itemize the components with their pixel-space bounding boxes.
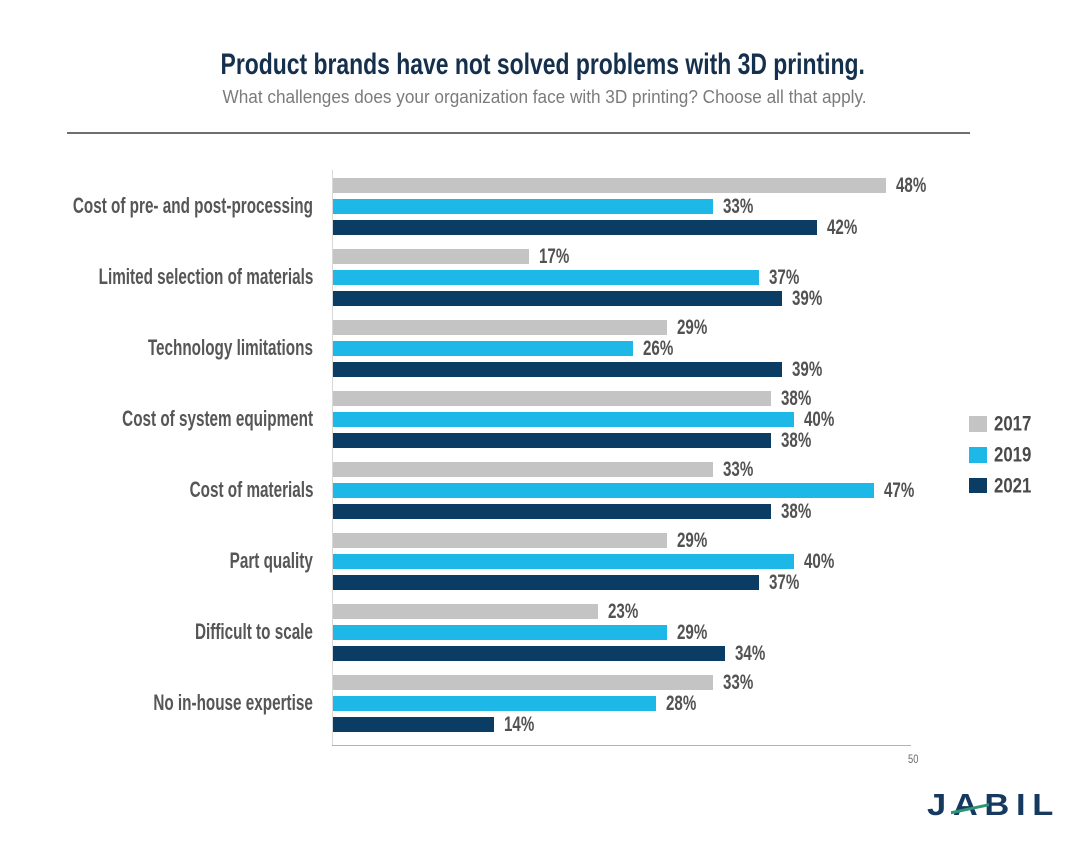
svg-text:JABIL: JABIL [927, 787, 1060, 822]
